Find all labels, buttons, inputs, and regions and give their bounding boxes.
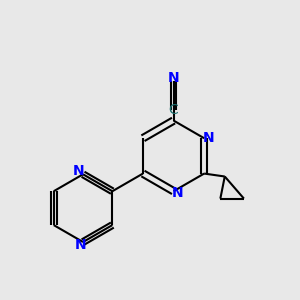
Text: N: N xyxy=(73,164,84,178)
Text: N: N xyxy=(74,238,86,252)
Text: N: N xyxy=(172,186,184,200)
Text: C: C xyxy=(169,103,178,117)
Text: N: N xyxy=(203,131,214,145)
Text: N: N xyxy=(168,71,179,85)
